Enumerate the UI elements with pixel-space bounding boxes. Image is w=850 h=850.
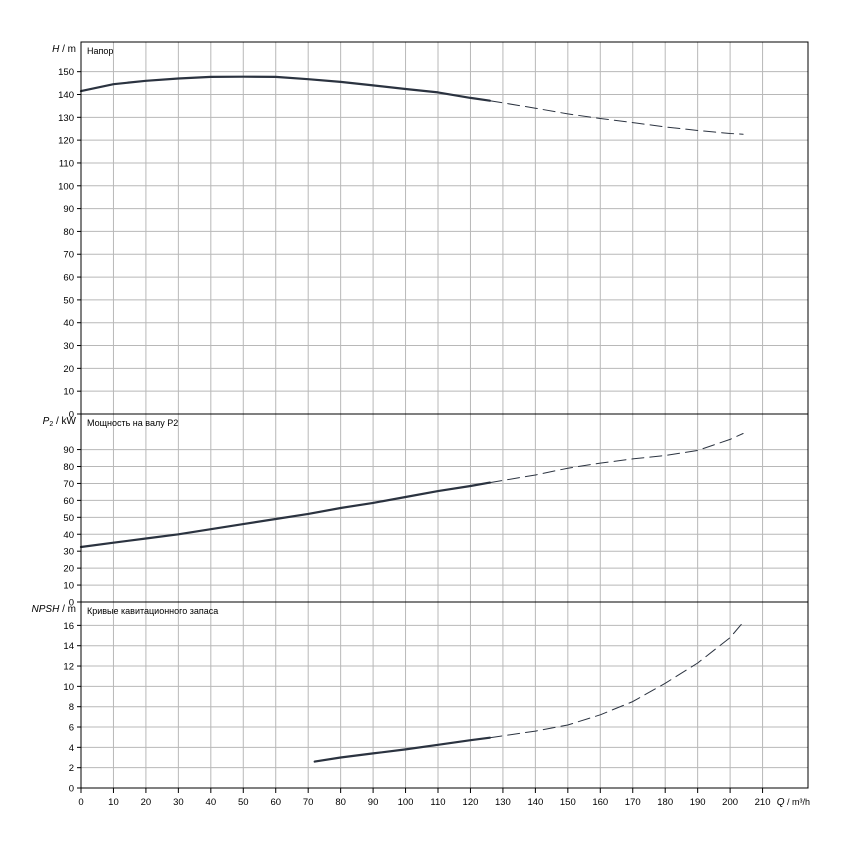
panel-frame (80, 601, 809, 789)
x-tick-label: 0 (78, 797, 83, 808)
series-line-dashed (489, 433, 744, 484)
y-tick-label: 12 (63, 662, 74, 673)
x-tick-label: 110 (430, 797, 445, 808)
x-tick-label: 60 (270, 797, 281, 808)
y-tick-label: 0 (69, 598, 74, 609)
x-tick-label: 10 (108, 797, 119, 808)
x-tick-label: 40 (206, 797, 217, 808)
x-axis-label-variable: Q (777, 797, 785, 808)
y-axis-label-subscript: 2 (49, 421, 53, 428)
y-tick-label: 130 (58, 113, 74, 124)
y-tick-label: 20 (63, 364, 74, 375)
x-axis-label: Q / m³/h (777, 797, 810, 808)
x-tick-label: 170 (625, 797, 641, 808)
x-tick-label: 90 (368, 797, 379, 808)
y-tick-label: 20 (63, 564, 74, 575)
y-tick-label: 50 (63, 513, 74, 524)
x-tick-label: 200 (722, 797, 738, 808)
y-tick-label: 6 (69, 723, 74, 734)
x-tick-label: 50 (238, 797, 249, 808)
series-line-dashed (489, 621, 744, 739)
plot-background (81, 42, 808, 788)
series-line-dashed (489, 100, 744, 135)
y-axis-label: H / m (52, 44, 76, 55)
y-axis-label-variable: P (43, 416, 50, 427)
y-tick-label: 8 (69, 702, 74, 713)
y-tick-label: 10 (63, 581, 74, 592)
y-tick-label: 120 (58, 136, 74, 147)
series-line-solid (313, 736, 491, 763)
series-line-solid (79, 75, 491, 102)
y-tick-label: 2 (69, 763, 74, 774)
y-tick-label: 150 (58, 67, 74, 78)
y-tick-label: 70 (63, 250, 74, 261)
y-tick-label: 0 (69, 784, 74, 795)
y-tick-label: 90 (63, 445, 74, 456)
x-tick-label: 70 (303, 797, 314, 808)
x-tick-label: 100 (398, 797, 414, 808)
y-axis-label: NPSH / m (32, 604, 76, 615)
y-tick-label: 10 (63, 682, 74, 693)
x-tick-label: 140 (527, 797, 543, 808)
y-axis-label-variable: NPSH (32, 604, 61, 615)
y-axis-label-variable: H (52, 44, 60, 55)
x-axis-label-unit: / m³/h (784, 797, 810, 807)
x-tick-label: 30 (173, 797, 184, 808)
y-tick-label: 140 (58, 90, 74, 101)
x-tick-label: 210 (755, 797, 771, 808)
y-axis-label: P2 / kW (43, 416, 77, 428)
panel-title: Кривые кавитационного запаса (87, 606, 218, 616)
y-tick-label: 4 (69, 743, 74, 754)
panel-title: Напор (87, 46, 113, 56)
y-axis-label-unit: / m (59, 44, 76, 55)
y-tick-label: 10 (63, 387, 74, 398)
x-tick-label: 130 (495, 797, 511, 808)
panel-3: 0 2 4 6 8 10 12 14 16 Кривые кавитационного запас… (32, 601, 809, 795)
y-tick-label: 100 (58, 181, 74, 192)
y-tick-label: 110 (59, 158, 74, 169)
x-tick-label: 160 (592, 797, 608, 808)
x-tick-label: 120 (463, 797, 479, 808)
y-tick-label: 30 (63, 547, 74, 558)
x-tick-label: 190 (690, 797, 706, 808)
y-tick-label: 16 (63, 621, 74, 632)
panel-title: Мощность на валу P2 (87, 418, 178, 428)
y-tick-label: 0 (69, 410, 74, 421)
y-tick-label: 30 (63, 341, 74, 352)
x-axis: 0 10 20 30 40 50 60 70 80 90 100 110 120 130 140 150 160… (78, 788, 810, 808)
y-tick-label: 80 (63, 462, 74, 473)
y-tick-label: 60 (63, 496, 74, 507)
x-tick-label: 20 (141, 797, 152, 808)
y-tick-label: 80 (63, 227, 74, 238)
y-axis-label-unit: / kW (53, 416, 76, 427)
y-tick-label: 40 (63, 530, 74, 541)
y-tick-label: 60 (63, 273, 74, 284)
y-tick-label: 14 (63, 641, 74, 652)
y-tick-label: 90 (63, 204, 74, 215)
x-tick-label: 180 (657, 797, 673, 808)
y-tick-label: 50 (63, 295, 74, 306)
y-tick-label: 40 (63, 318, 74, 329)
y-tick-label: 70 (63, 479, 74, 490)
y-axis-label-unit: / m (59, 604, 76, 615)
x-tick-label: 80 (335, 797, 346, 808)
series-line-solid (79, 481, 491, 549)
x-tick-label: 150 (560, 797, 576, 808)
